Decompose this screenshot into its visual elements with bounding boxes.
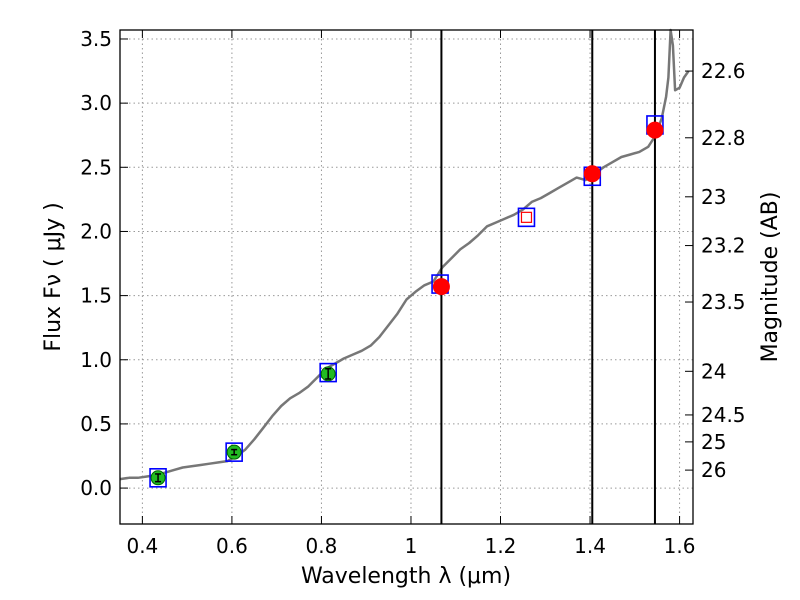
- detection-point: [646, 121, 664, 139]
- x-tick-label: 0.8: [306, 534, 338, 558]
- y2-tick-label: 24.5: [701, 403, 746, 427]
- y2-tick-label: 24: [701, 359, 726, 383]
- sed-model-curve: [119, 28, 690, 481]
- x-tick-label: 1.6: [664, 534, 696, 558]
- y-tick-label: 3.0: [80, 91, 112, 115]
- model-photometry-box: [225, 442, 243, 462]
- model-photometry-box: [517, 207, 536, 228]
- y-tick-label: 2.5: [80, 155, 112, 179]
- detection-point: [432, 278, 450, 296]
- detection-point: [583, 165, 601, 183]
- x-tick-label: 1: [405, 534, 418, 558]
- y-tick-label: 0.5: [80, 412, 112, 436]
- x-tick-label: 0.6: [216, 534, 248, 558]
- y2-tick-label: 22.8: [701, 126, 746, 150]
- y-tick-label: 3.5: [80, 27, 112, 51]
- x-tick-label: 0.4: [126, 534, 158, 558]
- y2-tick-label: 23: [701, 185, 726, 209]
- model-photometry-box: [319, 362, 337, 383]
- y2-tick-label: 23.5: [701, 290, 746, 314]
- y2-tick-label: 26: [701, 458, 726, 482]
- model-photometry-box: [149, 468, 167, 488]
- y-tick-label: 1.0: [80, 348, 112, 372]
- sed-curve-layer: [119, 28, 690, 481]
- x-tick-label: 1.4: [574, 534, 606, 558]
- y2-tick-label: 22.6: [701, 59, 746, 83]
- y-tick-label: 0.0: [80, 476, 112, 500]
- ticks: 0.4 0.6 0.8 1 1.2 1.4 1.6 0.0 0.5 1.0 1.5 2.0 2.5 3.0…: [80, 27, 745, 558]
- y-axis-label: Flux Fν ( μJy ): [41, 202, 66, 351]
- open-square-point: [520, 211, 533, 223]
- photometry-markers: [149, 115, 664, 488]
- vertical-lines: [440, 30, 656, 524]
- y2-tick-label: 23.2: [701, 234, 746, 258]
- plot-frame: [119, 29, 694, 525]
- y2-axis-label: Magnitude (AB): [758, 192, 783, 363]
- grid: [120, 30, 693, 524]
- y-tick-label: 1.5: [80, 284, 112, 308]
- x-axis-label: Wavelength λ (μm): [301, 564, 511, 589]
- x-tick-label: 1.2: [485, 534, 517, 558]
- y-tick-label: 2.0: [80, 219, 112, 243]
- y2-tick-label: 25: [701, 430, 726, 454]
